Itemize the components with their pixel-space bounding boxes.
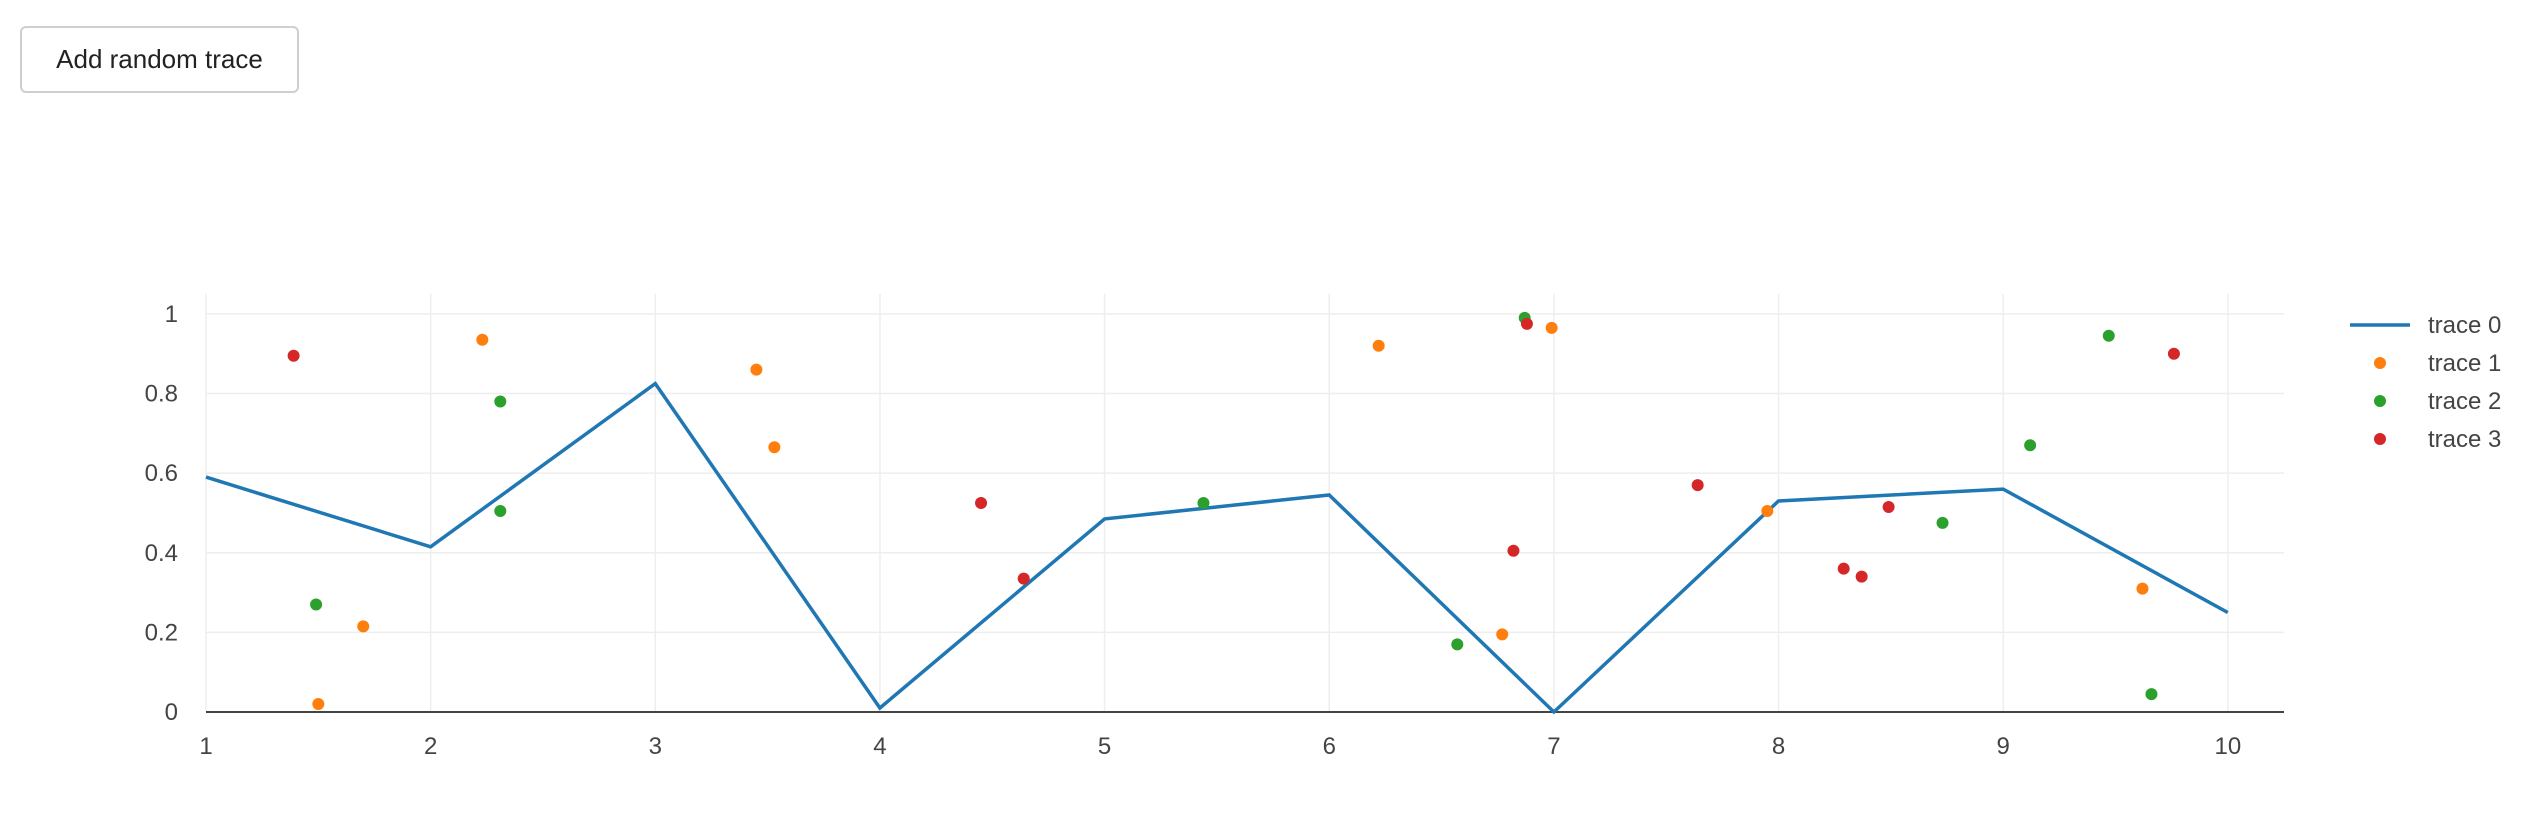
data-point-trace-3: [1855, 570, 1868, 583]
y-tick-label: 1: [165, 301, 178, 328]
x-tick-label: 2: [424, 733, 437, 760]
legend-label: trace 0: [2428, 312, 2501, 339]
x-tick-label: 8: [1772, 733, 1785, 760]
y-tick-label: 0.2: [145, 619, 178, 646]
data-point-trace-1: [476, 333, 489, 346]
legend-marker-swatch: [2374, 433, 2386, 445]
data-point-trace-3: [1837, 562, 1850, 575]
legend-marker-swatch: [2374, 357, 2386, 369]
x-tick-label: 10: [2214, 733, 2241, 760]
data-point-trace-3: [1520, 317, 1533, 330]
x-tick-label: 6: [1323, 733, 1336, 760]
add-random-trace-button[interactable]: Add random trace: [20, 26, 299, 93]
chart-legend[interactable]: trace 0 trace 1 trace 2 trace 3: [2350, 312, 2501, 453]
legend-label: trace 1: [2428, 350, 2501, 377]
chart-grid: [205, 294, 2284, 712]
y-tick-label: 0: [165, 699, 178, 726]
data-point-trace-1: [1372, 339, 1385, 352]
data-point-trace-1: [1761, 504, 1774, 517]
data-point-trace-2: [2024, 439, 2037, 452]
legend-item-trace-1[interactable]: trace 1: [2374, 350, 2501, 377]
data-point-trace-3: [975, 497, 988, 509]
data-point-trace-1: [2136, 582, 2149, 595]
data-point-trace-2: [1451, 638, 1464, 651]
series-line-trace-0: [205, 381, 2229, 715]
data-point-trace-2: [494, 395, 507, 408]
data-point-trace-2: [1197, 497, 1210, 509]
legend-label: trace 2: [2428, 388, 2501, 415]
legend-item-trace-2[interactable]: trace 2: [2374, 388, 2501, 415]
legend-item-trace-3[interactable]: trace 3: [2374, 426, 2501, 453]
data-point-trace-1: [357, 620, 370, 633]
data-point-trace-3: [1691, 479, 1704, 492]
data-point-trace-3: [1017, 572, 1030, 585]
data-point-trace-2: [2145, 688, 2158, 701]
data-point-trace-1: [768, 441, 781, 454]
data-point-trace-3: [1507, 544, 1520, 557]
x-tick-label: 7: [1547, 733, 1560, 760]
y-tick-label: 0.6: [145, 460, 178, 487]
data-point-trace-1: [750, 363, 763, 376]
data-point-trace-2: [310, 598, 323, 611]
y-tick-label: 0.4: [145, 540, 178, 567]
data-point-trace-2: [494, 504, 507, 517]
data-point-trace-2: [1936, 516, 1949, 529]
x-tick-label: 5: [1098, 733, 1111, 760]
x-tick-label: 9: [1997, 733, 2010, 760]
data-point-trace-3: [1882, 500, 1895, 513]
x-tick-label: 1: [199, 733, 212, 760]
y-tick-label: 0.8: [145, 381, 178, 408]
legend-marker-swatch: [2374, 395, 2386, 407]
legend-item-trace-0[interactable]: trace 0: [2350, 312, 2501, 339]
chart-axes: 1 2 3 4 5 6 7 8 9 10 0 0.2 0.4 0.6 0.8 1: [145, 301, 2284, 760]
data-point-trace-3: [2167, 347, 2180, 360]
data-point-trace-1: [1545, 321, 1558, 334]
data-point-trace-2: [2102, 329, 2115, 342]
legend-label: trace 3: [2428, 426, 2501, 453]
x-tick-label: 4: [873, 733, 886, 760]
data-point-trace-1: [1496, 628, 1509, 641]
data-point-trace-1: [312, 698, 325, 711]
data-point-trace-3: [287, 349, 300, 362]
chart-plot-area: [205, 311, 2229, 715]
x-tick-label: 3: [649, 733, 662, 760]
